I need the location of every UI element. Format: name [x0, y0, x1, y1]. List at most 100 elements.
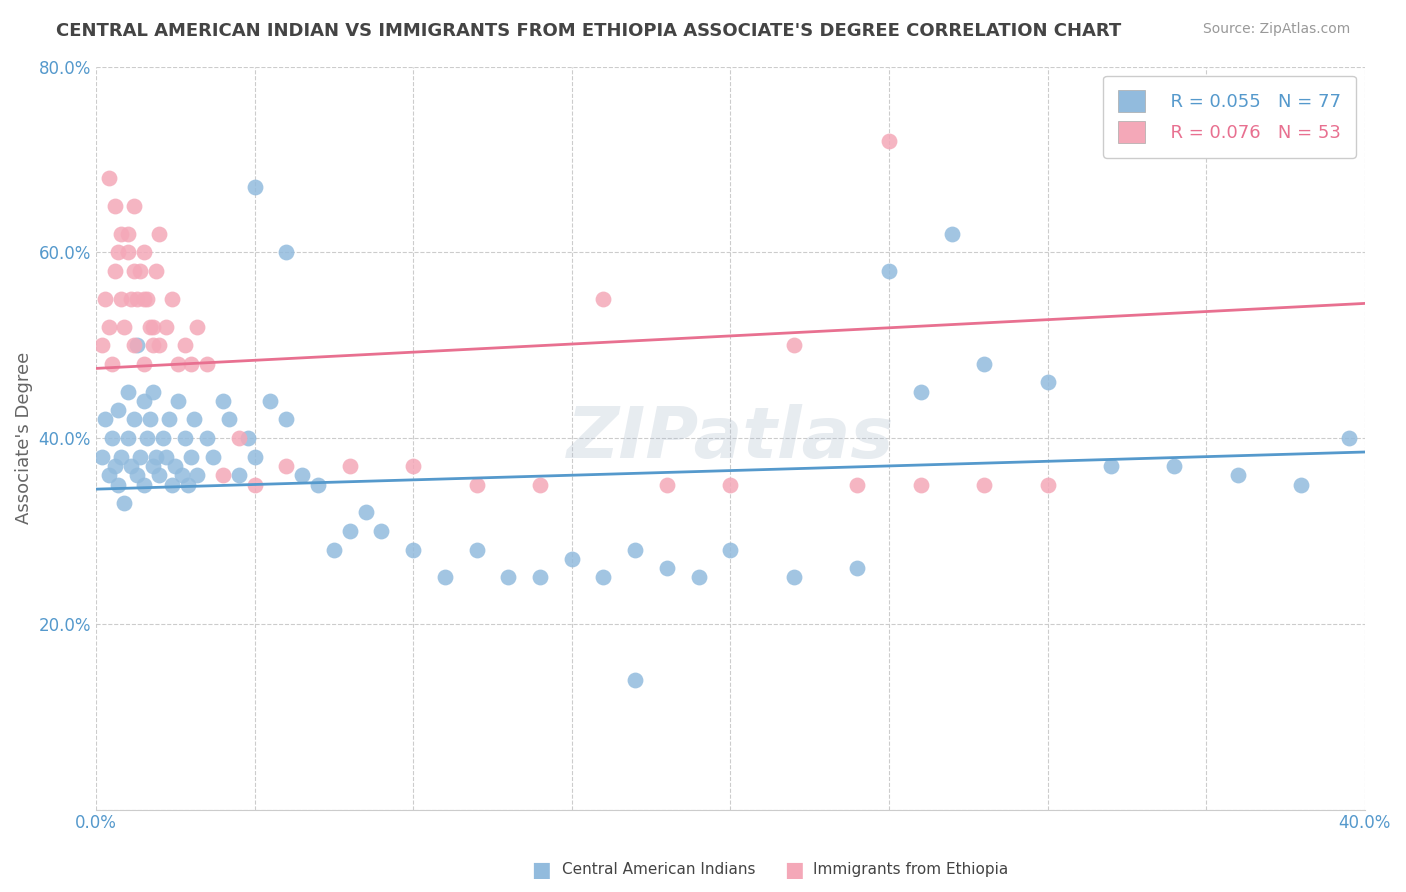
Point: [1099, 458, 1122, 473]
Point: [688, 570, 710, 584]
Point: [243, 477, 266, 491]
Point: [195, 431, 218, 445]
Point: [122, 264, 145, 278]
Point: [122, 412, 145, 426]
Point: [173, 338, 195, 352]
Point: [132, 477, 155, 491]
Point: [110, 227, 132, 241]
Y-axis label: Associate's Degree: Associate's Degree: [15, 352, 32, 524]
Point: [142, 338, 165, 352]
Point: [94, 292, 117, 306]
Text: CENTRAL AMERICAN INDIAN VS IMMIGRANTS FROM ETHIOPIA ASSOCIATE'S DEGREE CORRELATI: CENTRAL AMERICAN INDIAN VS IMMIGRANTS FR…: [56, 22, 1122, 40]
Text: Immigrants from Ethiopia: Immigrants from Ethiopia: [813, 863, 1008, 877]
Point: [211, 468, 233, 483]
Point: [139, 412, 162, 426]
Point: [561, 551, 583, 566]
Point: [160, 292, 183, 306]
Point: [243, 450, 266, 464]
Point: [142, 319, 165, 334]
Point: [339, 524, 361, 538]
Point: [218, 412, 240, 426]
Point: [877, 264, 900, 278]
Point: [259, 393, 281, 408]
Point: [186, 319, 208, 334]
Point: [1036, 477, 1059, 491]
Point: [97, 171, 120, 186]
Point: [101, 431, 124, 445]
Point: [170, 468, 193, 483]
Point: [104, 199, 127, 213]
Point: [132, 292, 155, 306]
Point: [624, 673, 647, 687]
Point: [276, 245, 298, 260]
Point: [148, 468, 170, 483]
Point: [94, 412, 117, 426]
Point: [1337, 431, 1360, 445]
Point: [783, 570, 806, 584]
Point: [160, 477, 183, 491]
Point: [152, 431, 174, 445]
Point: [132, 357, 155, 371]
Point: [127, 338, 149, 352]
Point: [117, 227, 139, 241]
Point: [97, 468, 120, 483]
Point: [104, 458, 127, 473]
Point: [846, 477, 869, 491]
Point: [783, 338, 806, 352]
Point: [155, 450, 177, 464]
Point: [592, 292, 614, 306]
Text: ■: ■: [531, 860, 551, 880]
Point: [910, 384, 932, 399]
Point: [107, 477, 129, 491]
Point: [122, 199, 145, 213]
Point: [877, 134, 900, 148]
Point: [529, 570, 551, 584]
Point: [97, 319, 120, 334]
Point: [370, 524, 392, 538]
Point: [91, 338, 114, 352]
Legend:   R = 0.055   N = 77,   R = 0.076   N = 53: R = 0.055 N = 77, R = 0.076 N = 53: [1104, 76, 1355, 158]
Point: [402, 458, 425, 473]
Point: [148, 338, 170, 352]
Point: [107, 403, 129, 417]
Point: [228, 431, 250, 445]
Point: [846, 561, 869, 575]
Point: [101, 357, 124, 371]
Point: [592, 570, 614, 584]
Point: [135, 292, 157, 306]
Point: [142, 384, 165, 399]
Point: [117, 431, 139, 445]
Point: [129, 264, 152, 278]
Point: [139, 319, 162, 334]
Point: [135, 431, 157, 445]
Point: [1291, 477, 1313, 491]
Point: [132, 393, 155, 408]
Point: [973, 477, 995, 491]
Point: [291, 468, 314, 483]
Point: [110, 292, 132, 306]
Point: [129, 450, 152, 464]
Point: [195, 357, 218, 371]
Point: [91, 450, 114, 464]
Point: [322, 542, 344, 557]
Point: [127, 292, 149, 306]
Point: [186, 468, 208, 483]
Point: [498, 570, 520, 584]
Point: [307, 477, 329, 491]
Point: [167, 357, 190, 371]
Point: [104, 264, 127, 278]
Point: [148, 227, 170, 241]
Point: [1036, 376, 1059, 390]
Point: [402, 542, 425, 557]
Point: [127, 468, 149, 483]
Point: [117, 384, 139, 399]
Point: [155, 319, 177, 334]
Point: [107, 245, 129, 260]
Point: [173, 431, 195, 445]
Point: [180, 357, 202, 371]
Point: [177, 477, 200, 491]
Point: [1226, 468, 1249, 483]
Point: [183, 412, 205, 426]
Point: [465, 542, 488, 557]
Point: [354, 505, 377, 519]
